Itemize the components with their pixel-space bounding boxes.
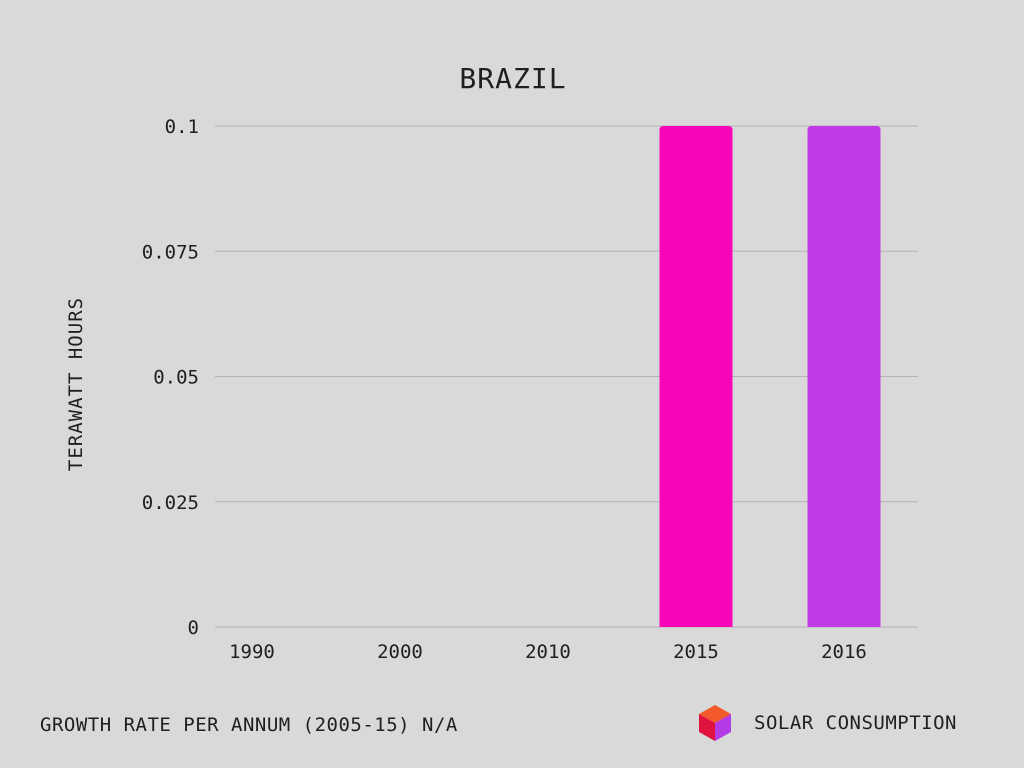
y-tick-label: 0.075 — [142, 241, 199, 263]
bar-2016 — [807, 126, 881, 627]
bar-2015 — [659, 126, 733, 627]
x-tick-labels: 1990 2000 2010 2015 2016 — [229, 641, 867, 663]
y-tick-label: 0.025 — [142, 492, 199, 514]
cube-icon — [699, 705, 731, 741]
bars — [659, 126, 881, 627]
y-tick-label: 0.1 — [165, 116, 199, 138]
growth-rate-note: GROWTH RATE PER ANNUM (2005-15) N/A — [40, 714, 458, 736]
x-tick-label: 2000 — [377, 641, 423, 663]
x-tick-label: 2015 — [673, 641, 719, 663]
cube-left-face — [699, 714, 715, 741]
chart-title: BRAZIL — [459, 62, 566, 95]
y-tick-label: 0 — [188, 617, 199, 639]
y-tick-labels: 0 0.025 0.05 0.075 0.1 — [142, 116, 199, 639]
x-tick-label: 2010 — [525, 641, 571, 663]
y-axis-label: TERAWATT HOURS — [65, 297, 87, 471]
x-tick-label: 2016 — [821, 641, 867, 663]
y-tick-label: 0.05 — [153, 367, 199, 389]
cube-right-face — [715, 714, 731, 741]
gridlines — [215, 125, 918, 628]
legend-label: SOLAR CONSUMPTION — [754, 712, 957, 734]
x-tick-label: 1990 — [229, 641, 275, 663]
